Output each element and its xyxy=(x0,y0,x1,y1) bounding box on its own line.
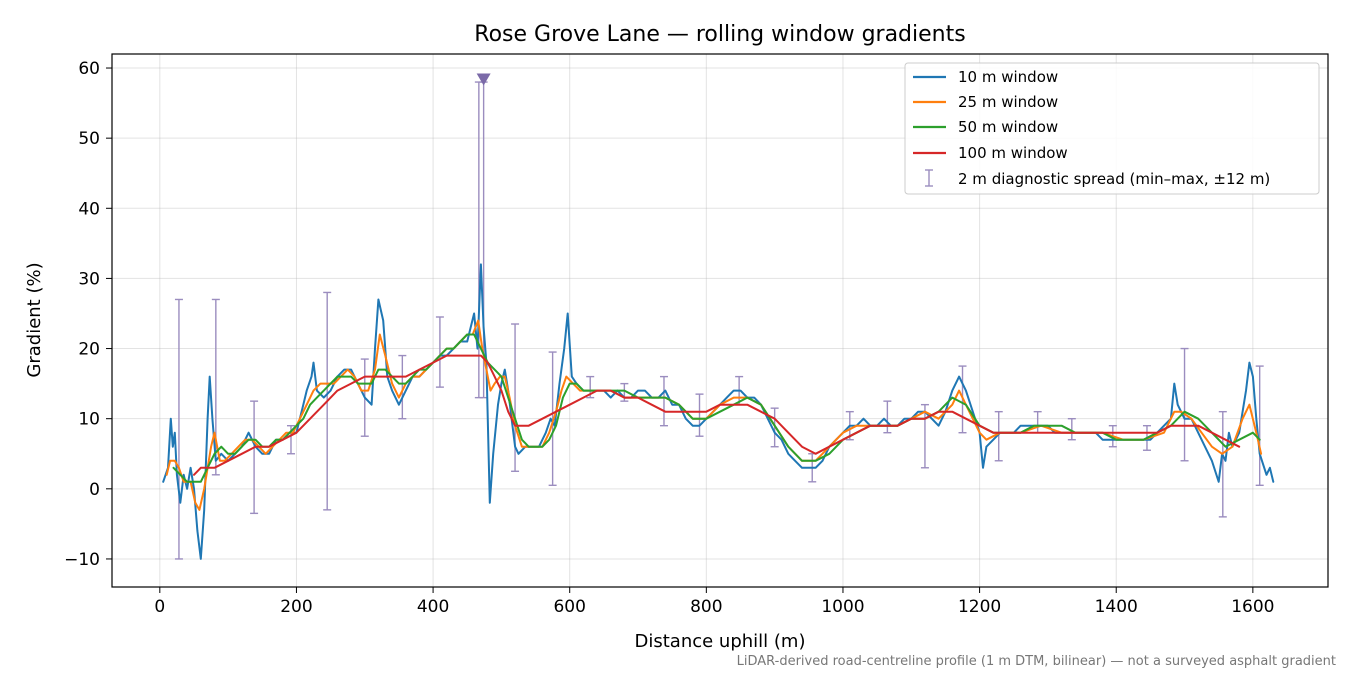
diagnostic-errorbar xyxy=(398,354,407,420)
y-tick-label: 20 xyxy=(78,340,100,360)
y-tick-label: 10 xyxy=(78,410,100,430)
x-tick-label: 800 xyxy=(690,597,722,617)
x-tick-label: 400 xyxy=(417,597,449,617)
diagnostic-errorbar xyxy=(1255,365,1264,487)
legend-label-25m: 25 m window xyxy=(958,93,1058,111)
diagnostic-errorbar xyxy=(1033,410,1042,434)
series-line-3 xyxy=(193,354,1241,476)
diagnostic-errorbar xyxy=(659,375,668,427)
x-axis-label: Distance uphill (m) xyxy=(635,631,806,652)
legend-swatch-errorbar xyxy=(925,169,933,187)
chart-footnote: LiDAR-derived road-centreline profile (1… xyxy=(737,654,1336,669)
diagnostic-errorbar xyxy=(174,298,183,560)
x-axis-ticks: 0 200 400 600 800 1000 1200 1400 1600 xyxy=(154,587,1274,617)
diagnostic-errorbar xyxy=(511,323,520,472)
grid-lines xyxy=(112,54,1328,587)
y-tick-label: 40 xyxy=(78,199,100,219)
x-tick-label: 200 xyxy=(280,597,312,617)
legend-label-10m: 10 m window xyxy=(958,68,1058,86)
y-tick-label: 50 xyxy=(78,129,100,149)
legend: 10 m window 25 m window 50 m window 100 … xyxy=(904,62,1320,195)
plot-frame xyxy=(111,53,1329,588)
x-tick-label: 1200 xyxy=(958,597,1001,617)
y-tick-label: 0 xyxy=(89,480,100,500)
y-axis-label: Gradient (%) xyxy=(24,262,45,377)
diagnostic-errorbar xyxy=(548,351,557,487)
overflow-marker xyxy=(476,73,491,86)
diagnostic-errorbar xyxy=(435,316,444,388)
legend-label-50m: 50 m window xyxy=(958,118,1058,136)
legend-label-errorbar: 2 m diagnostic spread (min–max, ±12 m) xyxy=(958,170,1270,188)
diagnostic-errorbar xyxy=(250,400,259,515)
diagnostic-errorbar xyxy=(1067,417,1076,441)
x-tick-label: 1600 xyxy=(1231,597,1274,617)
legend-box xyxy=(904,62,1320,195)
diagnostic-errorbar xyxy=(1180,347,1189,462)
y-tick-label: 30 xyxy=(78,269,100,289)
diagnostic-errorbar xyxy=(994,410,1003,462)
diagnostic-errorbar xyxy=(695,393,704,437)
y-tick-label: 60 xyxy=(78,59,100,79)
x-tick-label: 1400 xyxy=(1095,597,1138,617)
series-lines xyxy=(162,263,1275,560)
diagnostic-errorbar xyxy=(920,403,929,469)
y-tick-label: −10 xyxy=(64,550,100,570)
diagnostic-errorbar xyxy=(883,400,892,434)
diagnostic-errorbar xyxy=(1218,410,1227,518)
x-tick-label: 1000 xyxy=(821,597,864,617)
diagnostic-errorbar xyxy=(211,298,220,476)
x-tick-label: 0 xyxy=(154,597,165,617)
x-tick-label: 600 xyxy=(553,597,585,617)
chart-title: Rose Grove Lane — rolling window gradien… xyxy=(474,22,965,47)
legend-label-100m: 100 m window xyxy=(958,144,1068,162)
y-axis-ticks: −10 0 10 20 30 40 50 60 xyxy=(64,59,112,570)
